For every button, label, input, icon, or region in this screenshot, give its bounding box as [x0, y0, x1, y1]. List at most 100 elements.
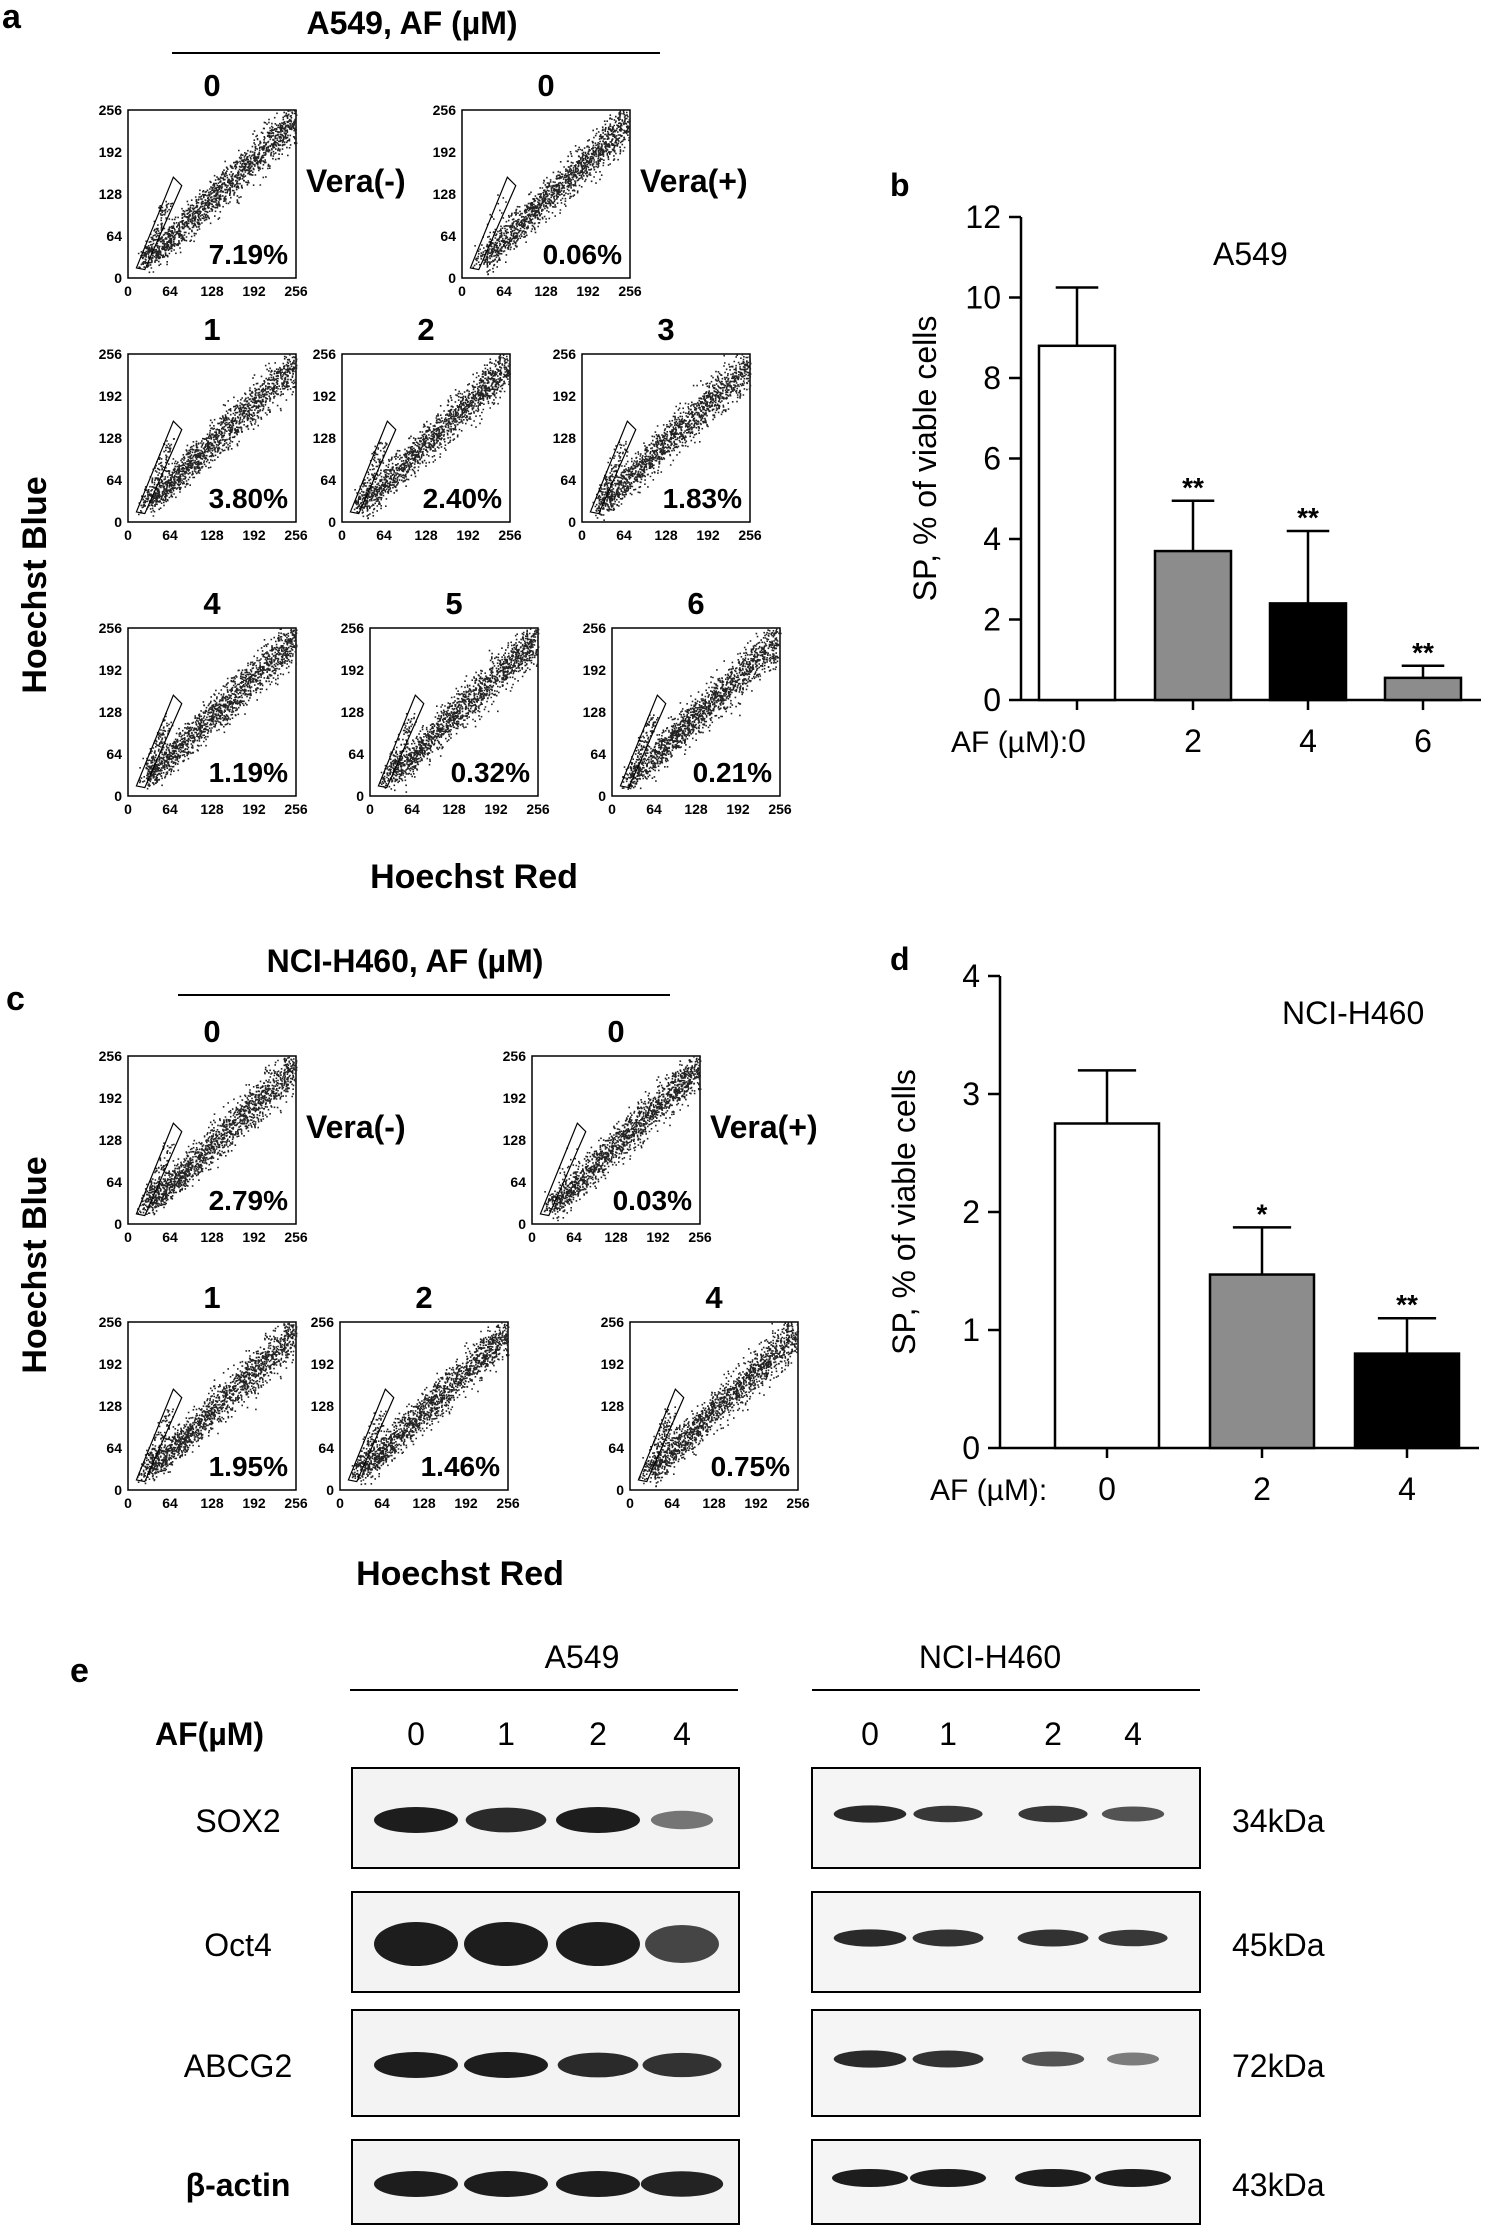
x-tick-label: 256: [496, 1495, 520, 1511]
y-tick-label: 256: [99, 1314, 123, 1330]
scatter-plot-a-2: 1 00 64 64 128 128 192 192 256 256 3.80%: [99, 312, 308, 543]
band-a549: [642, 2052, 722, 2078]
y-tick-label: 8: [983, 360, 1001, 396]
band-a549: [556, 1807, 640, 1833]
y-tick-label: 192: [99, 1356, 123, 1372]
y-tick-label: 192: [311, 1356, 335, 1372]
y-tick-label: 192: [553, 388, 577, 404]
band-a549: [374, 2171, 458, 2197]
x-tick-label: 0: [1098, 1471, 1116, 1507]
x-tick-label: 2: [1184, 723, 1202, 759]
x-tick-label: 128: [200, 283, 224, 299]
y-tick-label: 128: [313, 430, 337, 446]
y-tick-label: 256: [433, 102, 457, 118]
x-tick-label: 192: [242, 283, 266, 299]
scatter-dose-label: 0: [607, 1014, 624, 1049]
x-axis-label: AF (µM):: [930, 1474, 1047, 1507]
y-tick-label: 256: [601, 1314, 625, 1330]
y-tick-label: 0: [962, 1430, 980, 1466]
panel-c-xlabel: Hoechst Red: [356, 1555, 564, 1593]
band-a549: [374, 1922, 458, 1966]
y-tick-label: 64: [440, 228, 456, 244]
x-tick-label: 64: [566, 1229, 582, 1245]
x-tick-label: 64: [376, 527, 392, 543]
x-tick-label: 128: [412, 1495, 436, 1511]
y-tick-label: 128: [583, 704, 607, 720]
band-a549: [556, 2171, 640, 2197]
y-tick-label: 0: [616, 1482, 624, 1498]
x-tick-label: 192: [484, 801, 508, 817]
scatter-points: [543, 1056, 702, 1222]
band-h460: [912, 1929, 984, 1947]
bar-4: [1268, 602, 1348, 702]
x-tick-label: 0: [626, 1495, 634, 1511]
dose-label-h460: 1: [939, 1716, 957, 1752]
y-tick-label: 64: [590, 746, 606, 762]
y-tick-label: 256: [99, 1048, 123, 1064]
molecular-weight-label: 72kDa: [1232, 2048, 1325, 2084]
panel-b: b 0 2 4 6 8 10 12 A549 SP, % of viable cells AF (…: [890, 167, 1481, 759]
significance-marker: **: [1297, 502, 1319, 533]
dose-label-a549: 4: [673, 1716, 691, 1752]
y-tick-label: 192: [341, 662, 365, 678]
y-tick-label: 10: [965, 280, 1001, 316]
y-tick-label: 0: [356, 788, 364, 804]
sp-percentage: 3.80%: [209, 483, 288, 514]
scatter-points: [137, 1322, 298, 1485]
panel-letter-b: b: [890, 167, 910, 203]
x-tick-label: 192: [744, 1495, 768, 1511]
x-tick-label: 192: [242, 1229, 266, 1245]
sp-percentage: 0.75%: [711, 1451, 790, 1482]
bar-0: [1053, 1122, 1161, 1450]
y-tick-label: 128: [433, 186, 457, 202]
scatter-dose-label: 0: [203, 68, 220, 103]
band-h460: [833, 2050, 907, 2068]
scatter-points: [139, 628, 298, 790]
dose-label-h460: 2: [1044, 1716, 1062, 1752]
scatter-points: [379, 628, 540, 793]
sp-gate: [347, 1388, 395, 1483]
x-axis-label: AF (µM):: [951, 726, 1068, 759]
band-a549: [650, 1810, 714, 1830]
y-tick-label: 192: [99, 1090, 123, 1106]
y-tick-label: 64: [608, 1440, 624, 1456]
x-tick-label: 256: [786, 1495, 810, 1511]
scatter-dose-label: 0: [203, 1014, 220, 1049]
sp-percentage: 2.79%: [209, 1185, 288, 1216]
sp-gate: [349, 420, 397, 515]
y-tick-label: 64: [106, 1440, 122, 1456]
scatter-points: [351, 1322, 510, 1486]
y-tick-label: 64: [106, 746, 122, 762]
verapamil-label: Vera(+): [710, 1109, 818, 1145]
y-tick-label: 0: [598, 788, 606, 804]
y-tick-label: 192: [99, 662, 123, 678]
x-tick-label: 256: [284, 283, 308, 299]
x-tick-label: 0: [336, 1495, 344, 1511]
significance-marker: **: [1182, 472, 1204, 503]
scatter-plot-a-3: 2 00 64 64 128 128 192 192 256 256 2.40%: [313, 312, 522, 543]
band-a549: [374, 2052, 458, 2078]
y-tick-label: 64: [560, 472, 576, 488]
panel-letter-d: d: [890, 941, 910, 977]
western-blots: 0 0 1 1 2 2 4 4 SOX2 34kDa Oct4 45kDa ABCG2 72kDa β-ac…: [184, 1716, 1325, 2225]
band-h460: [1017, 1929, 1089, 1947]
sp-percentage: 1.83%: [663, 483, 742, 514]
bar-2: [1153, 549, 1233, 702]
panel-letter-c: c: [6, 980, 25, 1018]
y-tick-label: 256: [553, 346, 577, 362]
x-tick-label: 0: [578, 527, 586, 543]
x-tick-label: 256: [284, 1495, 308, 1511]
sp-percentage: 7.19%: [209, 239, 288, 270]
scatter-points: [137, 110, 298, 274]
x-tick-label: 192: [242, 527, 266, 543]
x-tick-label: 64: [404, 801, 420, 817]
y-tick-label: 0: [326, 1482, 334, 1498]
y-tick-label: 0: [328, 514, 336, 530]
molecular-weight-label: 43kDa: [1232, 2167, 1325, 2203]
x-tick-label: 0: [366, 801, 374, 817]
sp-gate: [637, 1388, 685, 1483]
y-tick-label: 256: [99, 346, 123, 362]
x-tick-label: 256: [688, 1229, 712, 1245]
